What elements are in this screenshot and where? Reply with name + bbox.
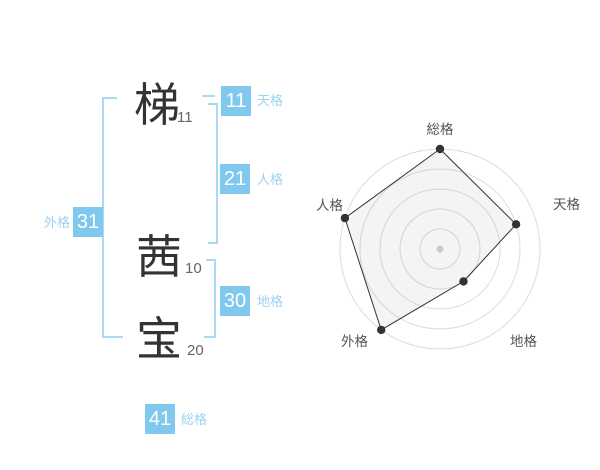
gaikaku-bracket-top-tick [102,97,117,99]
gaikaku-bracket-vertical [102,97,104,338]
chikaku-label: 地格 [257,294,284,309]
chikaku-bracket-vertical [214,259,216,338]
tenkaku-connector [202,95,215,97]
radar-grid-ring [419,228,461,270]
stroke-count-2: 10 [185,260,202,277]
stroke-count-3: 20 [187,342,204,359]
radar-point [511,220,521,229]
jinkaku-bracket-vertical [216,103,218,244]
radar-point [377,325,386,335]
radar-grid-ring [379,188,501,310]
radar-polygon [344,148,517,331]
gaikaku-label: 外格 [43,215,70,230]
radar-axis-label: 地格 [510,334,538,349]
gaikaku-value-badge: 31 [73,207,103,237]
radar-axis-label: 総格 [427,122,454,137]
tenkaku-value-badge: 11 [221,86,251,116]
radar-point [459,277,468,286]
name-char-3: 宝 [136,313,182,365]
gaikaku-bracket-bottom-tick [102,336,123,338]
radar-axis-label: 外格 [341,334,368,349]
radar-axis-label: 天格 [553,197,580,212]
jinkaku-bracket-bottom-tick [208,242,218,244]
tenkaku-label: 天格 [257,93,284,108]
name-char-2: 茜 [136,231,182,283]
radar-grid-ring [359,168,521,330]
soukaku-label: 総格 [181,412,208,427]
stroke-count-1: 11 [177,109,193,126]
radar-center-dot [436,245,444,253]
chikaku-value-badge: 30 [220,286,250,316]
radar-point [340,213,350,223]
radar-axis-label: 人格 [316,198,343,213]
name-char-1: 梯 [134,79,180,131]
jinkaku-label: 人格 [257,172,284,187]
jinkaku-bracket-top-tick [208,103,218,105]
chikaku-bracket-top-tick [206,259,216,261]
radar-grid-ring [399,208,481,290]
soukaku-value-badge: 41 [145,404,175,434]
jinkaku-value-badge: 21 [220,164,250,194]
radar-point [435,144,445,154]
chikaku-bracket-bottom-tick [204,336,216,338]
